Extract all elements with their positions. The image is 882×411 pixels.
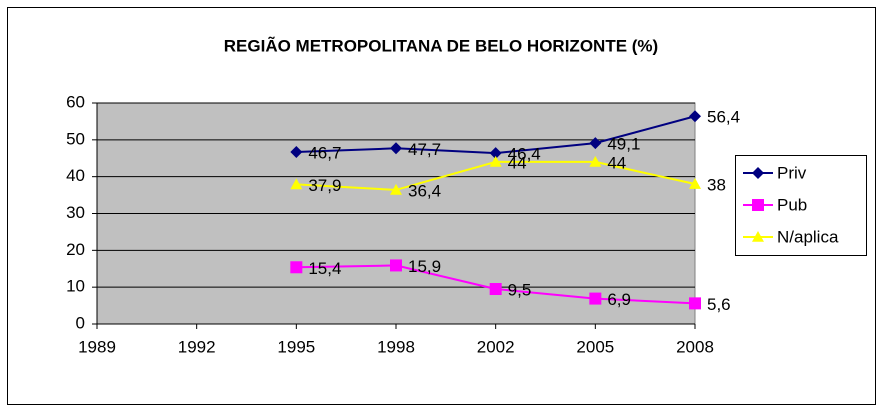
data-label: 6,9 [607, 290, 631, 309]
data-point [390, 142, 402, 155]
x-tick-label: 1992 [178, 337, 216, 356]
data-label: 44 [508, 153, 527, 172]
x-tick-label: 1995 [277, 337, 315, 356]
data-label: 44 [607, 153, 626, 172]
data-label: 38 [707, 176, 726, 195]
x-tick-label: 2002 [477, 337, 515, 356]
data-point [290, 145, 303, 158]
data-point [290, 261, 303, 274]
data-label: 9,5 [508, 280, 532, 299]
legend-marker [752, 231, 764, 242]
data-point [489, 147, 502, 160]
y-tick-label: 50 [66, 129, 85, 148]
data-label: 46,7 [308, 143, 341, 162]
chart-title: REGIÃO METROPOLITANA DE BELO HORIZONTE (… [224, 35, 658, 55]
data-label: 47,7 [408, 140, 441, 159]
data-label: 49,1 [607, 135, 640, 154]
x-tick-label: 2008 [676, 337, 714, 356]
data-point [290, 178, 303, 190]
x-tick-label: 2005 [576, 337, 614, 356]
data-point [390, 183, 402, 195]
x-tick-label: 1989 [78, 337, 116, 356]
data-label: 37,9 [308, 176, 341, 195]
data-point [489, 155, 502, 167]
y-tick-label: 0 [76, 313, 85, 332]
data-point [689, 178, 701, 189]
y-tick-label: 60 [66, 92, 85, 111]
x-tick-label: 1998 [377, 337, 415, 356]
y-tick-label: 10 [66, 277, 85, 296]
legend-label: Priv [777, 163, 807, 182]
data-point [589, 292, 602, 305]
data-point [390, 259, 402, 272]
legend: Priv Pub N/aplica [735, 155, 867, 256]
y-tick-label: 20 [66, 240, 85, 259]
legend-label: N/aplica [777, 227, 839, 246]
legend-label: Pub [777, 195, 807, 214]
data-label: 15,9 [408, 257, 441, 276]
data-label: 5,6 [707, 295, 731, 314]
legend-marker [752, 199, 764, 211]
data-point [589, 155, 602, 167]
data-label: 56,4 [707, 108, 740, 127]
data-label: 36,4 [408, 181, 441, 200]
data-label: 15,4 [308, 259, 341, 278]
data-point [489, 283, 502, 296]
y-tick-label: 40 [66, 166, 85, 185]
legend-marker [752, 167, 764, 179]
data-label: 46,4 [508, 145, 541, 164]
y-tick-label: 30 [66, 203, 85, 222]
data-point [689, 297, 701, 310]
data-point [589, 137, 602, 150]
data-point [689, 110, 701, 123]
